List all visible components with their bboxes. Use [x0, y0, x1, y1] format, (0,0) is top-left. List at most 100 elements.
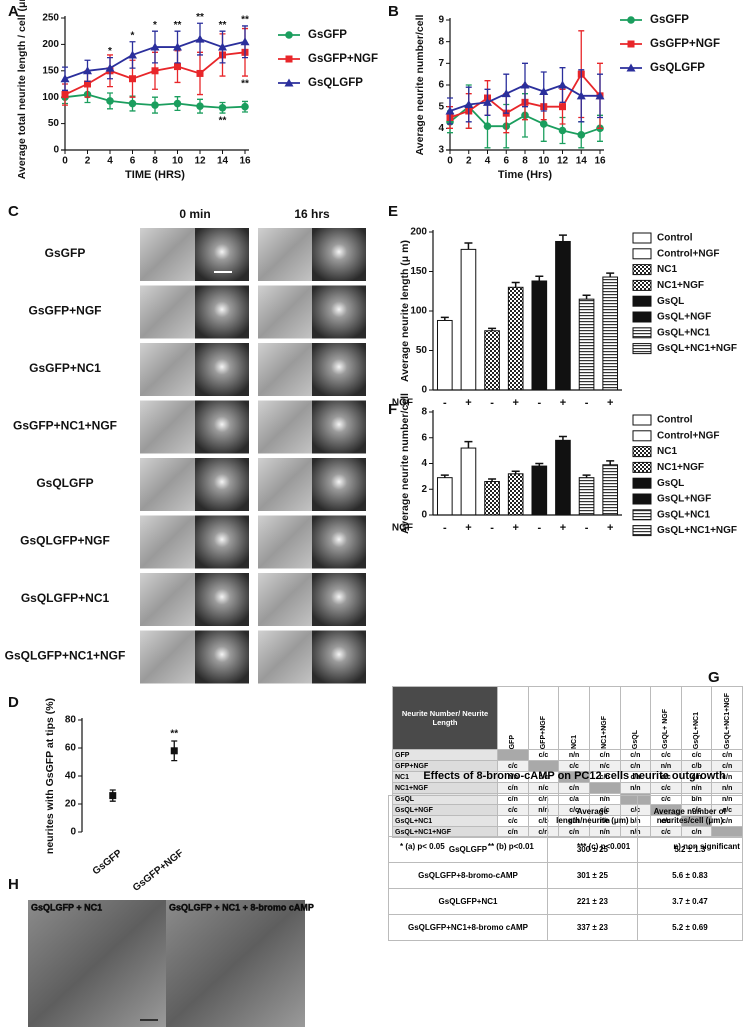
x-tick-label: GsGFP: [91, 848, 125, 878]
table-cell: c/n: [497, 782, 529, 794]
empty-cell: [588, 782, 621, 794]
y-tick-label: 100: [410, 306, 427, 317]
row-label: GFP: [392, 749, 498, 761]
y-tick-label: 100: [42, 92, 59, 103]
x-tick-label: +: [560, 522, 566, 534]
panel-letter: A: [8, 3, 19, 20]
image-caption: GsQLGFP + NC1: [31, 902, 102, 912]
legend-swatch: [632, 279, 652, 291]
error-bar: [606, 272, 615, 278]
fluorescence-image: [312, 630, 366, 684]
bar: [436, 319, 453, 391]
significance-mark: **: [219, 116, 227, 127]
y-tick-label: 5: [438, 101, 444, 112]
x-tick-label: +: [560, 397, 566, 409]
fluorescence-image: [312, 573, 366, 626]
legend-label: GsQL: [657, 296, 684, 307]
legend-label: Control+NGF: [657, 248, 720, 259]
corner-cell: Neurite Number/ Neurite Length: [392, 686, 498, 750]
bar: [531, 465, 548, 516]
table-row: GFP c/c n/n c/n c/n c/c c/c c/n: [392, 749, 743, 761]
table-cell: 221 ± 23: [547, 888, 638, 915]
panel-letter: D: [8, 694, 19, 711]
corner-cell: [388, 795, 548, 837]
data-point: [109, 792, 117, 800]
panel-letter: H: [8, 876, 19, 893]
data-point: [218, 42, 227, 51]
legend-swatch: [632, 493, 652, 505]
column-header-text: GFP+NGF: [539, 715, 547, 749]
bar: [578, 298, 595, 391]
data-point: [196, 69, 204, 77]
table-cell: 5.2 ± 1.3: [636, 836, 744, 863]
table-cell: 3.7 ± 0.47: [636, 888, 744, 915]
bar: [484, 330, 500, 391]
fluorescence-image: [312, 228, 366, 281]
x-tick-label: +: [512, 397, 518, 409]
column-header: GFP: [497, 686, 529, 750]
x-tick-label: 6: [130, 156, 136, 167]
phase-image: [166, 900, 305, 1027]
x-tick-label: 10: [538, 156, 550, 167]
legend-label: Control: [657, 415, 693, 426]
data-point: [558, 126, 567, 135]
data-point: [196, 102, 204, 110]
legend-label: GsGFP: [650, 14, 689, 26]
x-tick-label: +: [512, 522, 518, 534]
legend-marker: [285, 55, 293, 63]
column-header-text: GsQL: [631, 729, 639, 749]
row-label: GsGFP+NC1: [29, 361, 101, 375]
row-label: GsQLGFP: [388, 836, 548, 863]
column-header: GsQL: [619, 686, 652, 750]
y-tick-label: 200: [410, 227, 427, 238]
x-tick-label: +: [465, 397, 471, 409]
legend-label: GsQL+NC1+NGF: [657, 343, 737, 354]
y-axis-label: Average neurite number/cell: [399, 393, 411, 534]
y-tick-label: 6: [438, 80, 444, 91]
table-cell: c/c: [650, 749, 682, 761]
data-point: [106, 97, 114, 105]
error-bar: [535, 275, 544, 281]
data-point: [218, 103, 227, 112]
data-point: [576, 91, 586, 100]
column-header: GFP+NGF: [527, 686, 560, 750]
dic-image: [258, 458, 313, 511]
y-tick-label: 80: [65, 715, 77, 726]
x-tick-label: 0: [447, 156, 453, 167]
row-label: GsGFP: [45, 246, 86, 260]
x-tick-label: 2: [466, 156, 472, 167]
y-axis-label: Average neurite length (μ m): [399, 240, 411, 382]
fluorescence-image: [312, 515, 366, 569]
row-label: GsQLGFP: [36, 476, 93, 490]
row-label: GsQLGFP+NC1+8-bromo cAMP: [388, 914, 548, 941]
bar: [555, 439, 571, 516]
table-cell: c/n: [711, 749, 743, 761]
legend-label: GsGFP+NGF: [308, 53, 378, 65]
dic-image: [258, 573, 313, 626]
significance-mark: **: [196, 12, 204, 23]
data-point: [195, 34, 205, 43]
dic-image: [140, 458, 195, 511]
fluorescence-image: [312, 343, 366, 396]
fluorescence-image: [312, 400, 366, 454]
legend-label: GsQL+NGF: [657, 494, 711, 505]
table-row: GsQLGFP+8-bromo-cAMP 301 ± 25 5.6 ± 0.83: [388, 862, 744, 889]
column-header-text: GsQL+NC1: [693, 711, 701, 749]
x-tick-label: 10: [172, 156, 184, 167]
fluorescence-image: [195, 400, 249, 454]
y-tick-label: 20: [65, 799, 77, 810]
data-point: [129, 75, 136, 83]
data-point: [558, 80, 567, 89]
data-point: [240, 37, 250, 46]
x-tick-label: -: [585, 522, 589, 534]
x-tick-label: GsGFP+NGF: [131, 848, 186, 894]
table-row: GsQLGFP+NC1+8-bromo cAMP 337 ± 23 5.2 ± 0.…: [388, 914, 744, 941]
bar: [436, 477, 453, 516]
data-point: [84, 80, 91, 88]
legend-swatch: [632, 430, 652, 442]
x-tick-label: -: [537, 397, 541, 409]
column-header: GsQL+NC1: [680, 686, 713, 750]
y-tick-label: 6: [421, 432, 427, 443]
